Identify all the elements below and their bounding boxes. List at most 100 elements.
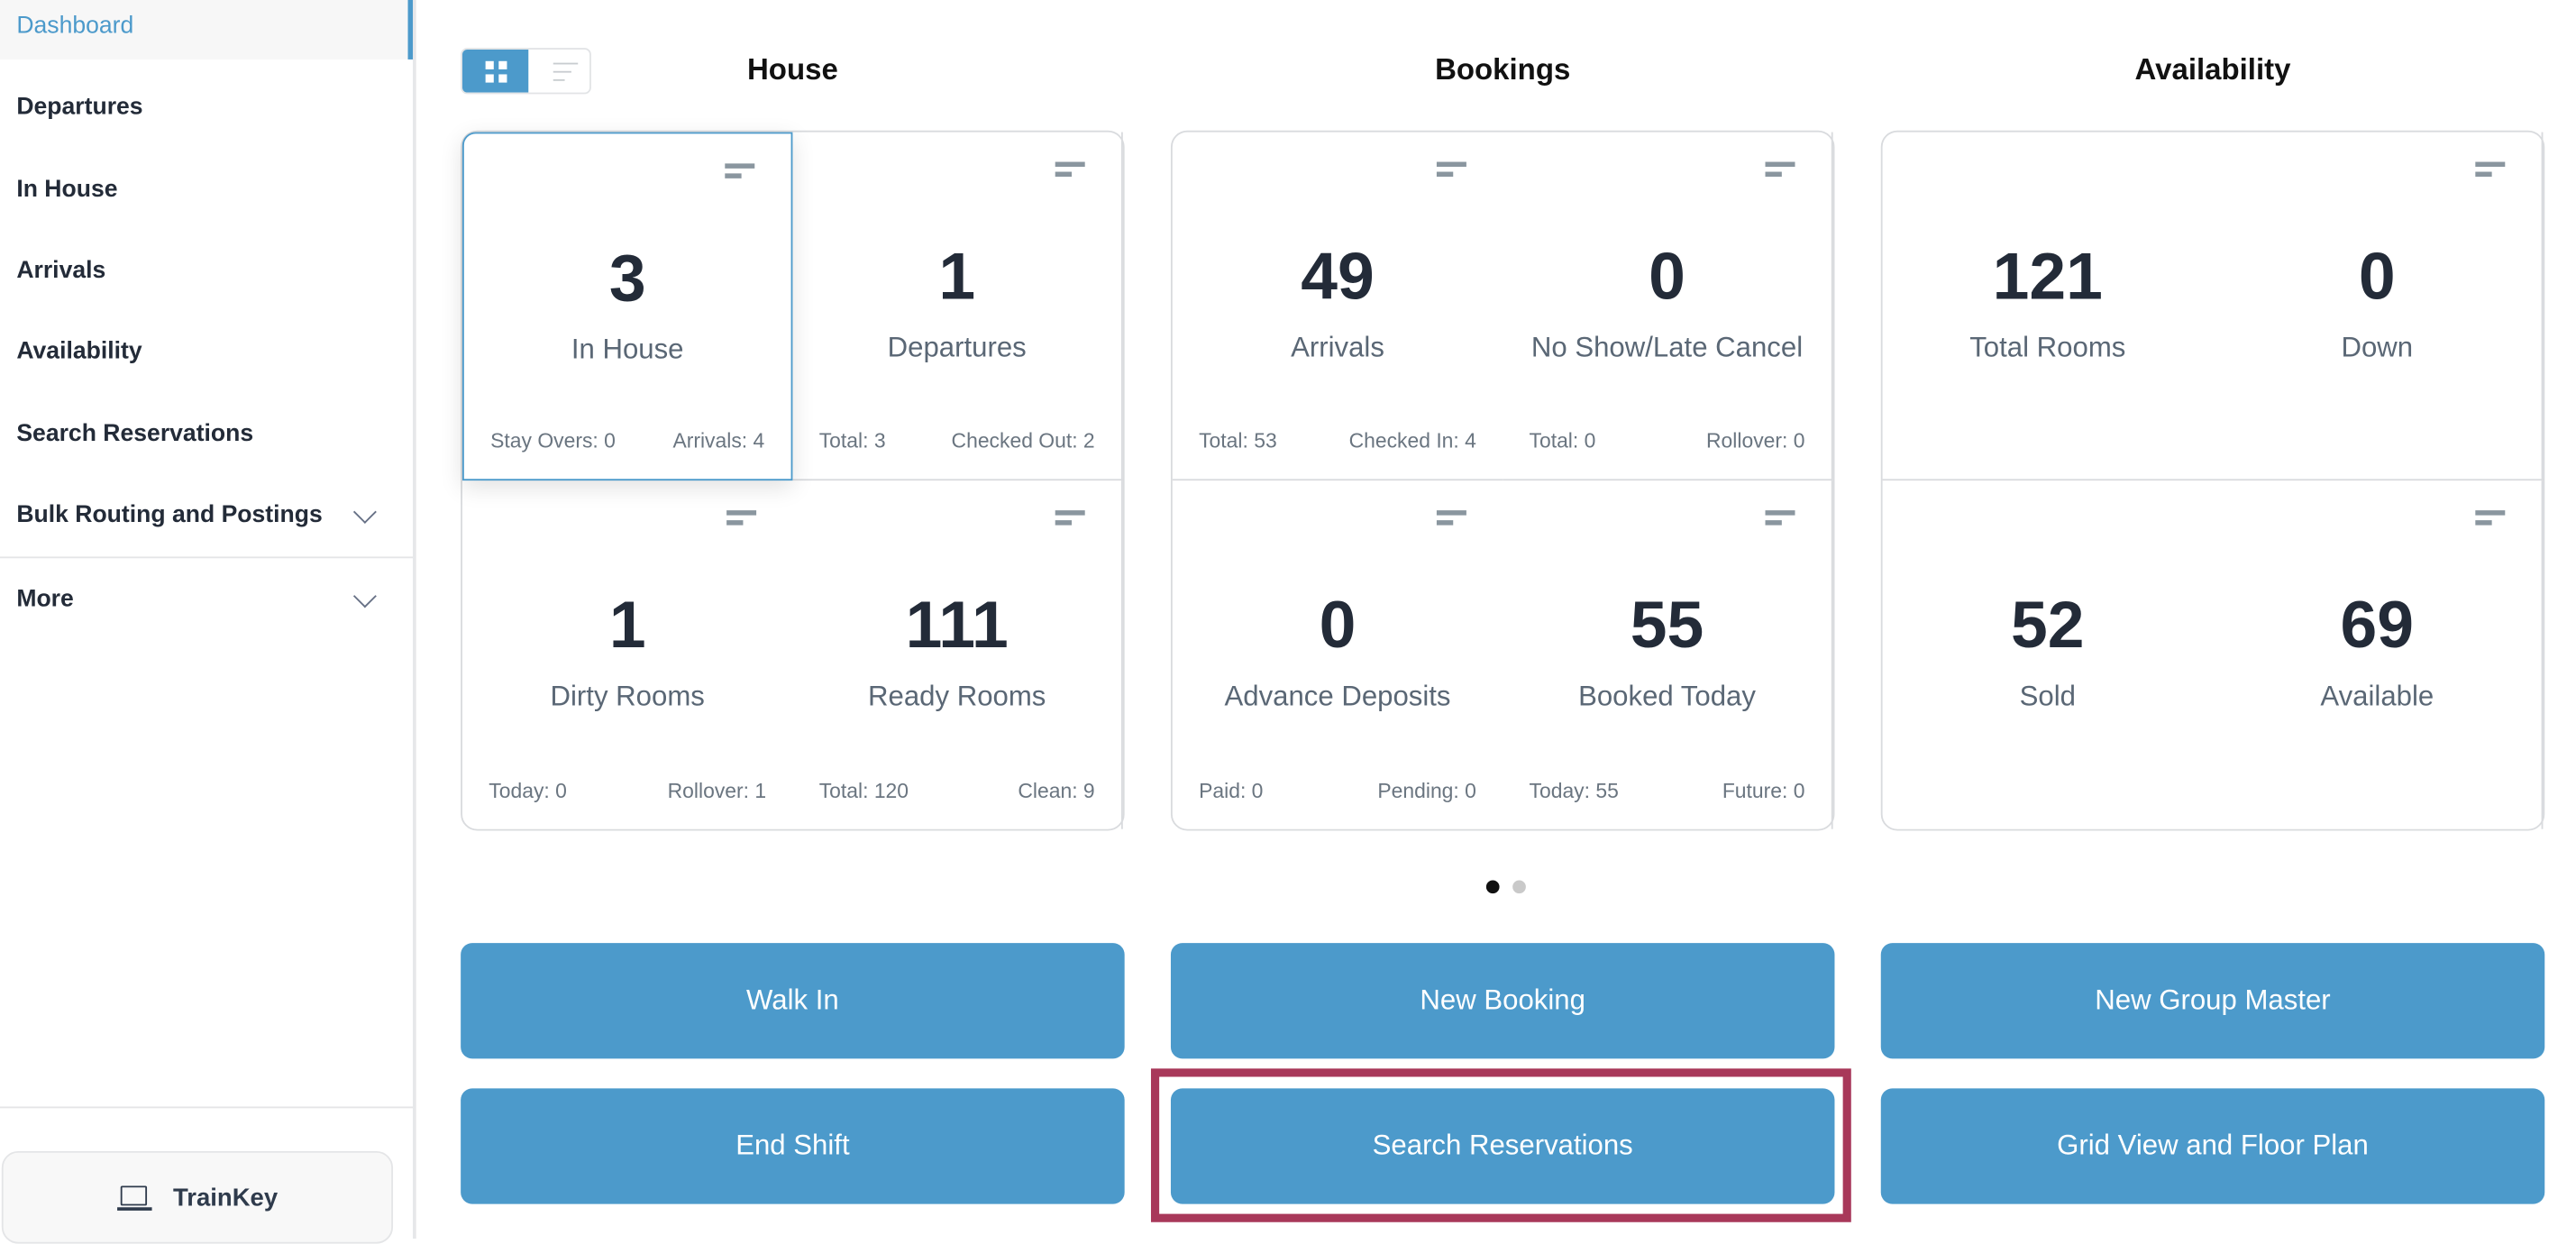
stat-footer-right: Rollover: 1 xyxy=(667,779,767,803)
stat-value: 3 xyxy=(608,242,646,316)
stat-footer-left: Total: 3 xyxy=(818,429,886,453)
pagination-dot-active[interactable] xyxy=(1485,880,1500,894)
stat-tile-arrivals[interactable]: 49 Arrivals Total: 53 Checked In: 4 xyxy=(1172,133,1503,481)
stat-tile-available[interactable]: 69 Available xyxy=(2213,480,2544,829)
chevron-down-icon[interactable] xyxy=(352,499,377,524)
menu-icon[interactable] xyxy=(1055,161,1085,178)
stat-value: 0 xyxy=(1319,590,1357,663)
menu-icon[interactable] xyxy=(2475,161,2506,178)
stat-tile-sold[interactable]: 52 Sold xyxy=(1883,480,2213,829)
stat-value: 49 xyxy=(1301,241,1375,315)
panel-bookings: 49 Arrivals Total: 53 Checked In: 4 0 No Show… xyxy=(1170,130,1835,831)
stat-footer-left: Paid: 0 xyxy=(1199,779,1264,803)
stat-tile-total-rooms[interactable]: 121 Total Rooms xyxy=(1882,133,2214,481)
pagination-dot[interactable] xyxy=(1512,880,1526,894)
sidebar-divider xyxy=(0,1106,414,1109)
menu-icon[interactable] xyxy=(725,163,755,179)
view-toggle xyxy=(461,48,591,95)
stat-label: Advance Deposits xyxy=(1224,680,1451,712)
trainkey-button[interactable]: TrainKey xyxy=(1,1150,394,1244)
menu-icon[interactable] xyxy=(1765,510,1795,526)
stat-label: Ready Rooms xyxy=(868,680,1046,712)
sidebar-item-label: Dashboard xyxy=(16,13,134,40)
menu-icon[interactable] xyxy=(1436,510,1466,526)
stat-value: 69 xyxy=(2340,590,2415,663)
stat-label: In House xyxy=(571,334,684,365)
stat-tile-in-house[interactable]: 3 In House Stay Overs: 0 Arrivals: 4 xyxy=(461,132,793,481)
stat-tile-ready-rooms[interactable]: 111 Ready Rooms Total: 120 Clean: 9 xyxy=(792,480,1123,829)
panel-title: Availability xyxy=(2134,52,2291,87)
sidebar-item-bulk-routing-and-postings[interactable]: Bulk Routing and Postings xyxy=(0,482,413,548)
stat-tile-dirty-rooms[interactable]: 1 Dirty Rooms Today: 0 Rollover: 1 xyxy=(462,480,792,829)
stat-label: No Show/Late Cancel xyxy=(1530,332,1804,364)
stat-footer-right: Clean: 9 xyxy=(1018,779,1095,803)
sidebar-item-label: Search Reservations xyxy=(16,421,254,448)
chevron-down-icon[interactable] xyxy=(352,584,377,608)
stat-label: Arrivals xyxy=(1291,332,1384,364)
sidebar-item-departures[interactable]: Departures xyxy=(0,74,413,140)
panel-title: House xyxy=(746,52,838,87)
list-view-button[interactable] xyxy=(528,50,589,93)
highlight-box xyxy=(1150,1068,1851,1222)
menu-icon[interactable] xyxy=(1055,510,1085,526)
grid-icon xyxy=(484,59,507,82)
stat-footer-right: Rollover: 0 xyxy=(1706,429,1805,453)
panel-title: Bookings xyxy=(1435,52,1571,87)
menu-icon[interactable] xyxy=(2475,510,2506,526)
sidebar-item-more[interactable]: More xyxy=(0,566,413,632)
sidebar-item-arrivals[interactable]: Arrivals xyxy=(0,238,413,304)
walk-in-button[interactable]: Walk In xyxy=(461,943,1125,1059)
stat-footer-right: Checked In: 4 xyxy=(1348,429,1476,453)
stat-label: Down xyxy=(2341,332,2414,364)
panel-house: 3 In House Stay Overs: 0 Arrivals: 4 1 Depart… xyxy=(461,130,1125,831)
stat-footer-left: Total: 53 xyxy=(1199,429,1277,453)
stat-footer-left: Total: 120 xyxy=(818,779,909,803)
stat-footer-left: Today: 55 xyxy=(1529,779,1619,803)
stat-tile-booked-today[interactable]: 55 Booked Today Today: 55 Future: 0 xyxy=(1503,480,1833,829)
sidebar-item-search-reservations[interactable]: Search Reservations xyxy=(0,401,413,467)
stat-value: 121 xyxy=(1992,241,2103,315)
sidebar-item-label: Availability xyxy=(16,338,142,365)
grid-view-button[interactable] xyxy=(461,49,529,93)
search-reservations-button[interactable]: Search Reservations xyxy=(1170,1088,1835,1204)
stat-value: 0 xyxy=(2358,241,2396,315)
stat-tile-departures[interactable]: 1 Departures Total: 3 Checked Out: 2 xyxy=(792,132,1123,481)
menu-icon[interactable] xyxy=(1436,161,1466,178)
stat-footer-left: Total: 0 xyxy=(1529,429,1596,453)
sidebar-item-availability[interactable]: Availability xyxy=(0,319,413,385)
stat-tile-no-show-late-cancel[interactable]: 0 No Show/Late Cancel Total: 0 Rollover: 0 xyxy=(1503,132,1833,481)
stat-footer-right: Arrivals: 4 xyxy=(672,429,765,453)
stat-label: Available xyxy=(2320,680,2434,712)
menu-icon[interactable] xyxy=(1765,161,1795,178)
stat-footer-right: Checked Out: 2 xyxy=(951,429,1095,453)
trainkey-label: TrainKey xyxy=(173,1183,279,1212)
stat-value: 1 xyxy=(938,241,976,315)
sidebar-divider xyxy=(0,556,414,559)
stat-label: Total Rooms xyxy=(1969,332,2126,364)
panel-availability: 121 Total Rooms 0 Down 52 Sold 69 Available xyxy=(1880,130,2545,831)
stat-footer-left: Stay Overs: 0 xyxy=(490,429,616,453)
stat-label: Sold xyxy=(2019,680,2076,712)
sidebar: TrainKey Dashboard Departures In House Arri… xyxy=(0,0,416,1244)
new-group-master-button[interactable]: New Group Master xyxy=(1880,943,2545,1059)
stat-value: 52 xyxy=(2011,590,2085,663)
sidebar-item-label: Bulk Routing and Postings xyxy=(16,501,323,529)
sidebar-item-label: In House xyxy=(16,177,118,204)
stat-label: Departures xyxy=(887,332,1027,364)
stat-tile-advance-deposits[interactable]: 0 Advance Deposits Paid: 0 Pending: 0 xyxy=(1173,480,1503,829)
menu-icon[interactable] xyxy=(726,510,757,526)
stat-tile-down[interactable]: 0 Down xyxy=(2213,132,2544,481)
sidebar-item-label: More xyxy=(16,586,74,613)
stat-value: 111 xyxy=(905,590,1009,663)
stat-label: Dirty Rooms xyxy=(550,680,705,712)
stat-value: 0 xyxy=(1649,241,1685,315)
sidebar-item-label: Departures xyxy=(16,94,143,121)
laptop-icon xyxy=(116,1185,152,1211)
grid-view-and-floor-plan-button[interactable]: Grid View and Floor Plan xyxy=(1880,1088,2545,1204)
end-shift-button[interactable]: End Shift xyxy=(461,1088,1125,1204)
sidebar-item-in-house[interactable]: In House xyxy=(0,157,413,223)
new-booking-button[interactable]: New Booking xyxy=(1170,943,1835,1059)
stat-footer-left: Today: 0 xyxy=(489,779,567,803)
sidebar-item-dashboard[interactable]: Dashboard xyxy=(0,0,414,59)
stat-value: 1 xyxy=(608,590,646,663)
